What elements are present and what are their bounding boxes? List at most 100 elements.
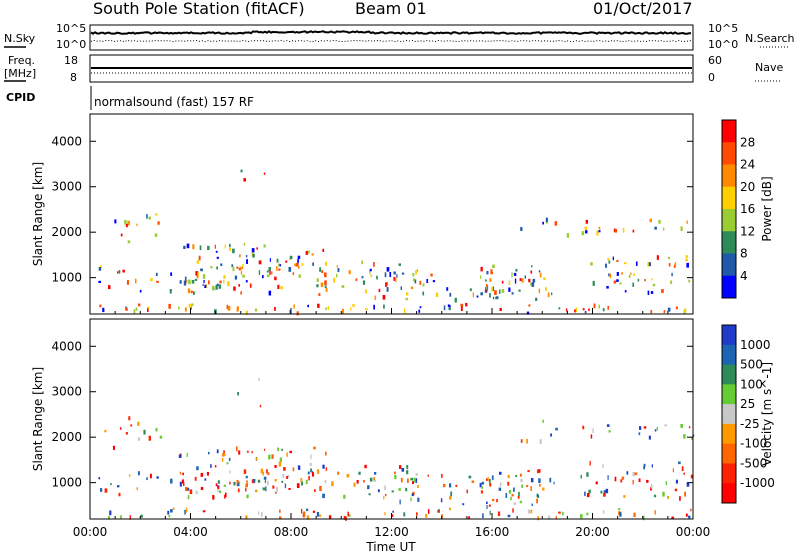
power-echo [410,286,414,290]
velocity-echo [245,487,247,492]
velocity-echo [550,433,552,437]
power-colorbar-label: Power [dB] [760,176,774,241]
power-echo [613,280,617,284]
power-echo [227,305,231,311]
power-echo [348,270,351,275]
velocity-echo [104,488,108,493]
velocity-echo [346,473,350,478]
velocity-echo [449,496,452,500]
velocity-echo [667,496,670,499]
power-echo [588,308,590,311]
velocity-echo [614,476,617,482]
velocity-echo [683,472,685,475]
power-echo [492,286,495,292]
velocity-echo [229,470,231,474]
x-axis-label: Time UT [365,540,416,554]
velocity-echo [688,515,691,519]
velocity-echo [679,496,681,501]
velocity-colorbar-tick: 1000 [740,338,771,352]
velocity-echo [343,494,346,499]
power-echo [184,276,187,281]
velocity-echo [262,471,264,476]
velocity-colorbar-swatch [722,404,736,425]
power-echo [566,233,569,238]
power-echo [582,308,585,311]
power-echo [543,277,546,280]
power-echo [245,280,248,283]
power-echo [545,287,547,291]
velocity-echo [130,424,133,427]
power-echo [214,244,216,249]
power-echo [196,275,199,279]
power-echo [485,284,488,287]
velocity-echo [312,510,316,513]
velocity-ylabel: Slant Range [km] [31,367,45,471]
velocity-echo [185,487,188,492]
power-echo [122,269,125,273]
velocity-echo [468,516,470,520]
velocity-echo [603,492,606,497]
power-echo [633,273,636,276]
power-echo [630,272,632,275]
power-echo [191,280,195,284]
velocity-echo [274,479,277,482]
velocity-echo [621,476,625,480]
power-echo [118,270,121,274]
power-echo [514,278,517,284]
velocity-echo [215,483,218,487]
power-echo [147,307,149,312]
velocity-echo [536,493,539,497]
power-echo [609,273,612,279]
power-colorbar-tick: 4 [740,269,748,283]
power-echo [652,283,656,287]
power-echo [650,309,653,314]
power-echo [675,306,678,310]
velocity-echo [284,483,287,489]
power-echo [494,290,497,295]
velocity-echo [325,467,328,471]
power-echo [521,278,524,283]
velocity-echo [592,428,594,433]
power-echo [204,284,207,288]
velocity-echo [520,473,522,477]
velocity-echo [401,468,405,472]
sky-tick-low: 10^0 [56,38,86,51]
power-echo [289,310,291,315]
velocity-echo [236,481,240,487]
velocity-echo [243,469,247,474]
velocity-echo [272,485,275,489]
velocity-echo [681,466,684,472]
power-echo [186,243,190,249]
power-echo [491,286,494,292]
velocity-colorbar-swatch [722,483,736,504]
power-echo [321,270,324,274]
velocity-echo [449,483,452,488]
velocity-echo [296,483,300,488]
power-echo [223,275,226,279]
power-echo [520,227,523,231]
velocity-echo [200,487,204,490]
power-echo [266,270,269,273]
velocity-echo [313,446,316,450]
power-echo [178,306,180,310]
power-echo [614,229,618,233]
velocity-echo [427,509,430,514]
power-echo [120,233,123,237]
power-echo [317,303,320,308]
power-echo [667,307,671,312]
power-echo [654,226,657,230]
velocity-echo [182,472,184,476]
velocity-echo [226,462,229,465]
velocity-echo [672,468,674,473]
velocity-echo [400,477,403,483]
velocity-echo [440,498,443,503]
velocity-echo [143,429,146,435]
velocity-echo [643,426,647,429]
velocity-echo [214,465,217,468]
velocity-echo [223,453,226,456]
power-echo [486,271,489,275]
power-echo [469,288,472,292]
power-echo [585,230,588,234]
power-echo [405,292,409,296]
power-echo [276,266,278,271]
